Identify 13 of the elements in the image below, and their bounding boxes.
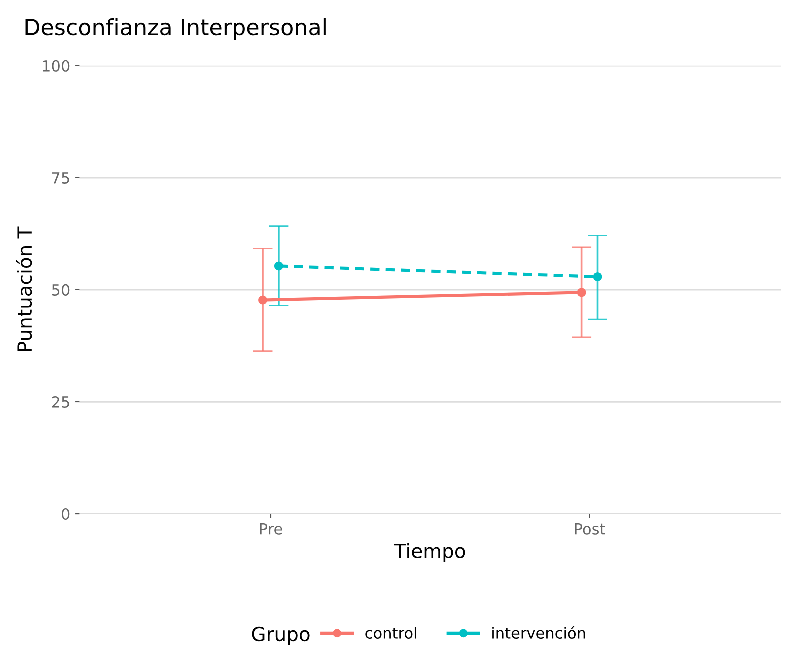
y-tick-label: 0 xyxy=(62,508,70,520)
x-tick-label: Post xyxy=(575,524,606,535)
y-tick-label: 25 xyxy=(52,396,70,408)
chart-title: Desconfianza Interpersonal xyxy=(26,18,326,40)
y-axis-title: Puntuación T xyxy=(16,226,32,352)
y-tick-label: 100 xyxy=(43,60,70,72)
y-tick-label: 50 xyxy=(52,284,70,296)
legend-title: Grupo xyxy=(252,626,310,646)
legend-label: control xyxy=(366,627,416,639)
x-axis-title: Tiempo xyxy=(394,543,466,562)
legend-label: intervención xyxy=(492,626,586,639)
x-tick-label: Pre xyxy=(260,524,282,535)
y-tick-label: 75 xyxy=(52,172,70,184)
